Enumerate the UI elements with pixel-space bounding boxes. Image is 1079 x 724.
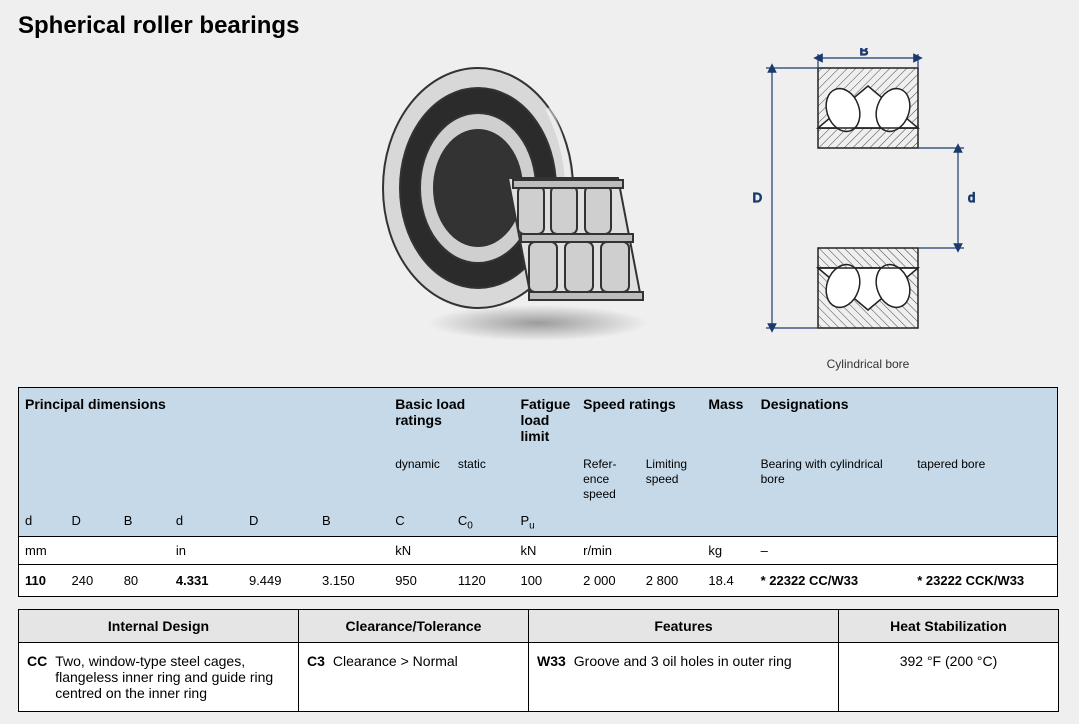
unit-in: in: [170, 536, 389, 564]
feat-hdr-clearance: Clearance/Tolerance: [299, 609, 529, 642]
feat-heat-text: 392 °F (200 °C): [839, 642, 1059, 711]
spec-table: Principal dimensions Basic load ratings …: [18, 387, 1058, 597]
sym-C0: C0: [452, 505, 515, 536]
hdr-stat: static: [458, 457, 486, 471]
val-desig-tap: * 23222 CCK/W33: [911, 564, 1057, 596]
sym-D-in: D: [243, 505, 316, 536]
dim-label-B: B: [860, 48, 869, 58]
hdr-principal: Principal dimensions: [25, 396, 166, 412]
feat-internal-code: CC: [27, 653, 47, 669]
val-C: 950: [389, 564, 452, 596]
hdr-lim: Limiting speed: [646, 457, 687, 486]
sym-C: C: [389, 505, 452, 536]
dim-label-D: D: [753, 190, 762, 205]
val-refspeed: 2 000: [577, 564, 640, 596]
sym-d-in: d: [170, 505, 243, 536]
hdr-desig: Designations: [761, 396, 849, 412]
unit-dash: –: [755, 536, 1058, 564]
sym-D-mm: D: [65, 505, 117, 536]
sym-d-mm: d: [19, 505, 66, 536]
page-title: Spherical roller bearings: [18, 12, 1061, 40]
feat-hdr-features: Features: [529, 609, 839, 642]
unit-rmin: r/min: [577, 536, 702, 564]
hdr-mass: Mass: [708, 396, 743, 412]
val-d-in: 4.331: [170, 564, 243, 596]
unit-kN: kN: [389, 536, 514, 564]
feat-features-text: Groove and 3 oil holes in outer ring: [574, 653, 792, 669]
sym-B-in: B: [316, 505, 389, 536]
feat-hdr-heat: Heat Stabilization: [839, 609, 1059, 642]
unit-kN2: kN: [514, 536, 577, 564]
hdr-ref: Refer-ence speed: [583, 457, 616, 501]
feat-clearance-code: C3: [307, 653, 325, 669]
feat-features-code: W33: [537, 653, 566, 669]
val-limspeed: 2 800: [640, 564, 703, 596]
val-Pu: 100: [514, 564, 577, 596]
val-C0: 1120: [452, 564, 515, 596]
feat-hdr-internal: Internal Design: [19, 609, 299, 642]
hdr-basicload: Basic load ratings: [395, 396, 465, 428]
val-D-mm: 240: [65, 564, 117, 596]
feat-internal-text: Two, window-type steel cages, flangeless…: [55, 653, 290, 701]
val-B-in: 3.150: [316, 564, 389, 596]
val-mass: 18.4: [702, 564, 754, 596]
unit-mm: mm: [19, 536, 170, 564]
feature-table: Internal Design Clearance/Tolerance Feat…: [18, 609, 1059, 712]
sym-B-mm: B: [118, 505, 170, 536]
hdr-desig-tap: tapered bore: [917, 457, 985, 471]
schematic-caption: Cylindrical bore: [728, 357, 1008, 371]
sym-Pu: Pu: [514, 505, 577, 536]
val-d-mm: 110: [19, 564, 66, 596]
hdr-fatigue: Fatigue load limit: [520, 396, 570, 444]
bearing-3d-figure: [368, 48, 688, 348]
hdr-speed: Speed ratings: [583, 396, 676, 412]
val-desig-cyl: * 22322 CC/W33: [755, 564, 912, 596]
hdr-desig-cyl: Bearing with cylindrical bore: [761, 457, 883, 486]
feat-clearance-text: Clearance > Normal: [333, 653, 458, 669]
unit-kg: kg: [702, 536, 754, 564]
bearing-schematic-figure: B D d: [728, 48, 1008, 348]
val-D-in: 9.449: [243, 564, 316, 596]
dim-label-d: d: [968, 190, 975, 205]
val-B-mm: 80: [118, 564, 170, 596]
hdr-dyn: dynamic: [395, 457, 440, 471]
